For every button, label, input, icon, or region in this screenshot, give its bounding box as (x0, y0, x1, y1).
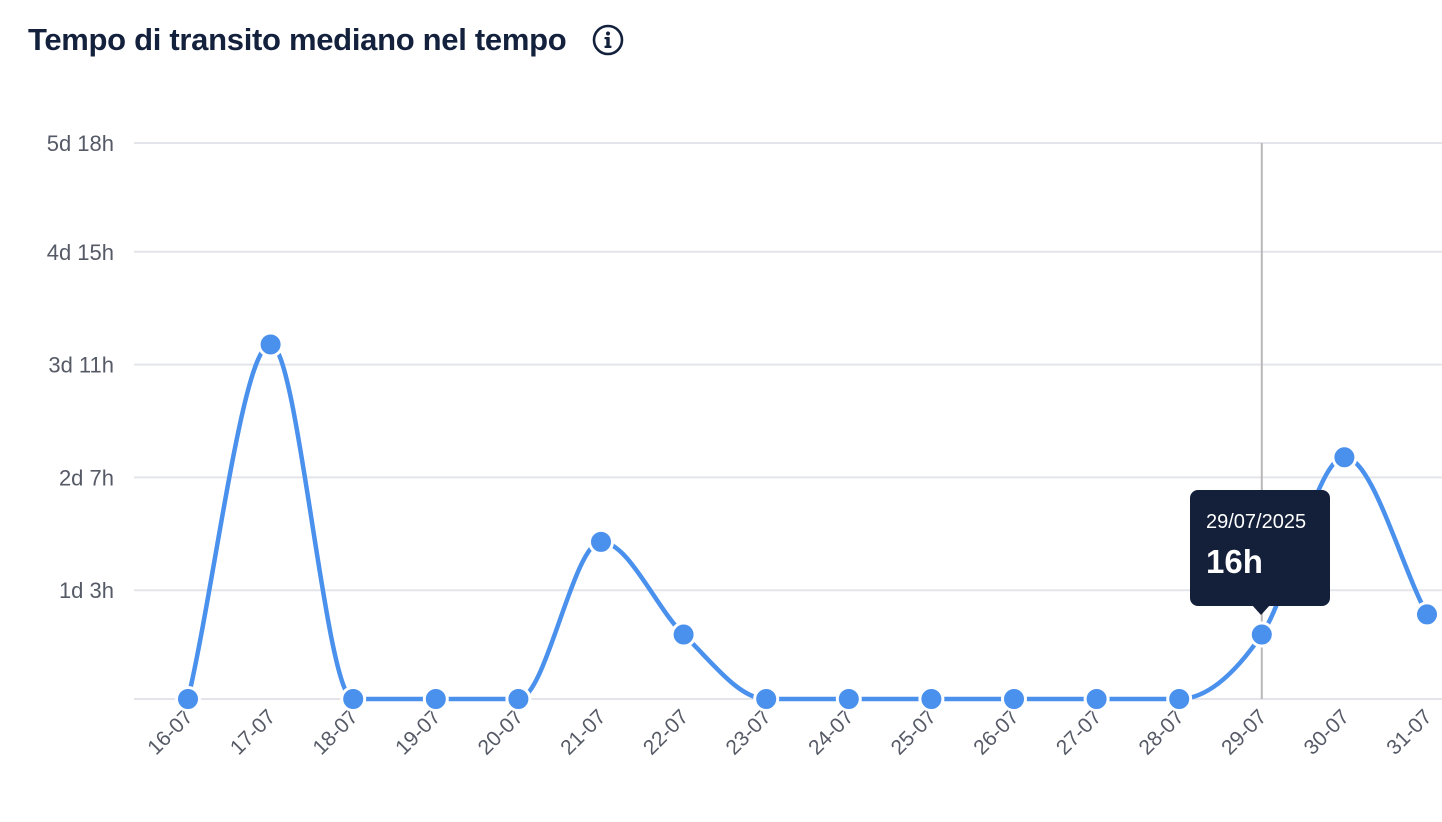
x-tick-label: 26-07 (969, 705, 1023, 759)
data-points (175, 331, 1440, 712)
x-tick-label: 21-07 (556, 705, 610, 759)
data-point[interactable] (588, 528, 614, 555)
data-point[interactable] (1166, 686, 1193, 712)
x-tick-label: 28-07 (1134, 705, 1188, 759)
x-tick-label: 31-07 (1382, 705, 1436, 759)
data-point[interactable] (422, 686, 449, 712)
x-tick-label: 16-07 (143, 705, 197, 759)
data-point[interactable] (1001, 686, 1027, 712)
data-point[interactable] (340, 686, 367, 712)
x-tick-label: 25-07 (887, 705, 941, 759)
data-point[interactable] (835, 686, 862, 712)
data-point[interactable] (753, 686, 780, 712)
data-point[interactable] (1414, 601, 1440, 628)
x-tick-label: 22-07 (639, 705, 693, 759)
data-point[interactable] (1083, 686, 1110, 712)
x-tick-label: 18-07 (308, 705, 362, 759)
x-tick-label: 20-07 (474, 705, 528, 759)
tooltip-value: 16h (1206, 543, 1263, 580)
data-point[interactable] (670, 621, 697, 648)
x-axis: 16-07 17-07 18-07 19-07 20-07 21-07 22-07 23-07… (143, 705, 1436, 759)
y-tick-label: 1d 3h (59, 578, 114, 603)
info-icon[interactable] (592, 24, 624, 56)
x-tick-label: 27-07 (1052, 705, 1106, 759)
y-tick-label: 4d 15h (47, 240, 114, 265)
x-tick-label: 30-07 (1300, 705, 1354, 759)
tooltip-date: 29/07/2025 (1206, 511, 1307, 533)
data-point[interactable] (918, 686, 945, 712)
chart-grid (134, 142, 1442, 700)
y-tick-label: 3d 11h (48, 353, 114, 378)
chart-title: Tempo di transito mediano nel tempo (28, 22, 567, 57)
x-tick-label: 29-07 (1217, 705, 1271, 759)
y-tick-label: 5d 18h (47, 131, 114, 156)
x-tick-label: 23-07 (721, 705, 775, 759)
x-tick-label: 24-07 (804, 705, 858, 759)
data-point[interactable] (505, 686, 532, 712)
data-point[interactable] (1248, 621, 1275, 648)
data-point[interactable] (175, 686, 201, 712)
x-tick-label: 17-07 (226, 705, 280, 759)
y-tick-label: 2d 7h (59, 465, 114, 490)
data-point[interactable] (257, 331, 284, 358)
data-tooltip: 29/07/2025 16h (1190, 490, 1330, 615)
y-axis: 1d 3h 2d 7h 3d 11h 4d 15h 5d 18h (47, 131, 114, 603)
series-line (185, 342, 1429, 702)
chart-header: Tempo di transito mediano nel tempo (28, 22, 624, 58)
data-point[interactable] (1331, 444, 1358, 471)
x-tick-label: 19-07 (391, 705, 445, 759)
